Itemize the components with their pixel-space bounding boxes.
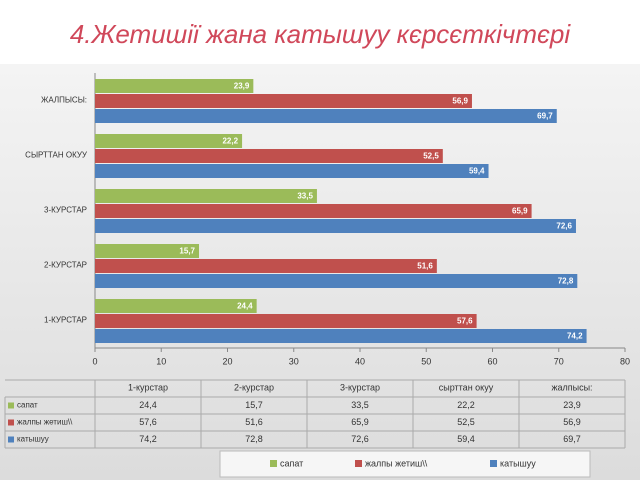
table-key	[8, 436, 14, 443]
legend-swatch	[355, 460, 362, 467]
bar	[95, 274, 578, 288]
bar	[95, 244, 200, 258]
bar	[95, 189, 317, 203]
x-tick-label: 60	[487, 356, 497, 366]
table-cell: 72,8	[245, 434, 263, 444]
table-cell: 51,6	[245, 417, 263, 427]
data-label: 65,9	[512, 207, 528, 216]
x-tick-label: 70	[554, 356, 564, 366]
table-cell: 33,5	[351, 400, 369, 410]
data-label: 69,7	[537, 112, 553, 121]
bar	[95, 329, 587, 343]
y-tick-label: СЫРТТАН ОКУУ	[25, 151, 88, 160]
x-tick-label: 10	[156, 356, 166, 366]
table-key	[8, 402, 14, 409]
table-header: жалпысы:	[551, 382, 592, 392]
table-cell: 24,4	[139, 400, 157, 410]
table-cell: 69,7	[563, 434, 581, 444]
data-label: 59,4	[469, 167, 485, 176]
y-tick-label: 2-КУРСТАР	[44, 261, 87, 270]
table-cell: 56,9	[563, 417, 581, 427]
data-label: 72,6	[556, 222, 572, 231]
legend-label: сапат	[280, 458, 303, 468]
x-tick-label: 20	[222, 356, 232, 366]
legend-label: катышуу	[500, 458, 536, 468]
table-cell: 74,2	[139, 434, 157, 444]
table-row-label: жалпы жетиш\\	[17, 418, 73, 427]
table-key	[8, 419, 14, 426]
x-tick-label: 30	[289, 356, 299, 366]
legend-swatch	[490, 460, 497, 467]
data-label: 33,5	[297, 192, 313, 201]
table-cell: 15,7	[245, 400, 263, 410]
table-row-label: катышуу	[17, 435, 49, 444]
table-header: 2-курстар	[234, 382, 274, 392]
table-header: сырттан окуу	[439, 382, 494, 392]
x-tick-label: 50	[421, 356, 431, 366]
data-label: 52,5	[423, 152, 439, 161]
bar	[95, 164, 489, 178]
data-label: 23,9	[234, 82, 250, 91]
bar	[95, 299, 257, 313]
legend-box	[219, 450, 591, 478]
y-tick-label: 3-КУРСТАР	[44, 206, 87, 215]
table-cell: 59,4	[457, 434, 475, 444]
legend-label: жалпы жетиш\\	[365, 458, 428, 468]
bar	[95, 259, 437, 273]
table-cell: 23,9	[563, 400, 581, 410]
bar	[95, 149, 443, 163]
data-label: 56,9	[452, 97, 468, 106]
bar	[95, 79, 254, 93]
data-label: 15,7	[179, 247, 195, 256]
data-label: 51,6	[417, 262, 433, 271]
bar	[95, 109, 557, 123]
bar	[95, 134, 243, 148]
bar	[95, 94, 472, 108]
table-header: 3-курстар	[340, 382, 380, 392]
data-label: 22,2	[222, 137, 238, 146]
legend-swatch	[270, 460, 277, 467]
x-tick-label: 0	[92, 356, 97, 366]
table-header: 1-курстар	[128, 382, 168, 392]
data-label: 72,8	[558, 277, 574, 286]
x-tick-label: 40	[355, 356, 365, 366]
y-tick-label: 1-КУРСТАР	[44, 316, 87, 325]
table-cell: 57,6	[139, 417, 157, 427]
x-tick-label: 80	[620, 356, 630, 366]
table-cell: 22,2	[457, 400, 475, 410]
bar	[95, 219, 576, 233]
table-cell: 52,5	[457, 417, 475, 427]
y-tick-label: ЖАЛПЫСЫ:	[41, 96, 87, 105]
data-label: 74,2	[567, 332, 583, 341]
data-label: 24,4	[237, 302, 253, 311]
table-cell: 72,6	[351, 434, 369, 444]
table-row-label: сапат	[17, 401, 38, 410]
chart-title: 4.Жетишії жана катышуу кєрсєткічтєрі	[70, 19, 572, 49]
bar	[95, 314, 477, 328]
data-label: 57,6	[457, 317, 473, 326]
bar	[95, 204, 532, 218]
table-cell: 65,9	[351, 417, 369, 427]
